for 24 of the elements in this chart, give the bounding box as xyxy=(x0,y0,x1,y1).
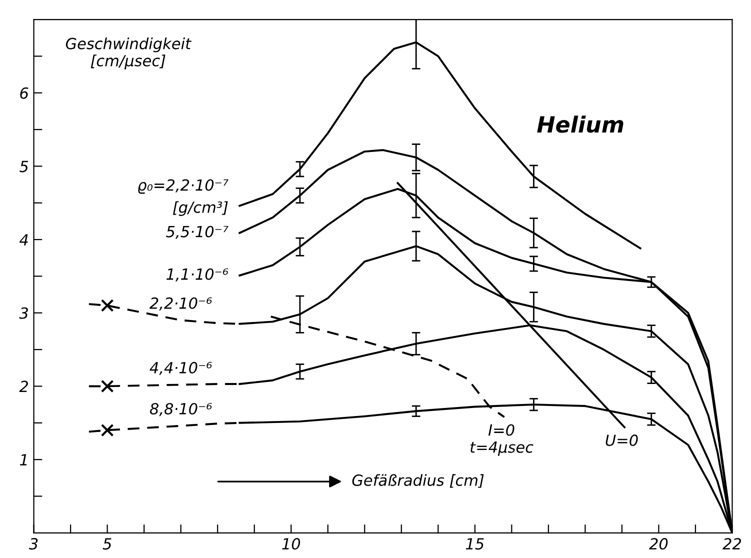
y-tick-label: 1 xyxy=(20,454,27,466)
y-tick-label: 4 xyxy=(19,234,28,246)
x-tick-label: 15 xyxy=(466,538,484,550)
series-label: 1,1·10⁻⁶ xyxy=(166,268,228,282)
series-label: I=0 t=4µsec xyxy=(470,424,534,456)
x-tick-label: 10 xyxy=(282,538,300,550)
y-tick-label: 2 xyxy=(19,380,28,392)
x-tick-label: 3 xyxy=(28,538,38,550)
annotation: [g/cm³] xyxy=(172,201,228,216)
text: Helium xyxy=(537,116,624,133)
x-tick-label: 5 xyxy=(102,538,112,550)
series-label: 5,5·10⁻⁷ xyxy=(166,226,228,239)
y-tick-label: 5 xyxy=(20,160,28,172)
y-axis-title: Geschwindigkeit [cm/µsec] xyxy=(66,38,192,70)
series-label: 4,4·10⁻⁶ xyxy=(150,362,212,376)
x-tick-label: 20 xyxy=(649,538,668,550)
series-label: 8,8·10⁻⁶ xyxy=(150,402,212,416)
y-tick-label: 3 xyxy=(19,307,28,319)
series-label: ϱ₀=2,2·10⁻⁷ xyxy=(138,179,228,194)
series-label: 2,2·10⁻⁶ xyxy=(150,297,212,310)
x-tick-label: 22 xyxy=(722,538,741,550)
y-tick-label: 6 xyxy=(20,87,28,99)
x-axis-title: Gefäßradius [cm] xyxy=(352,474,484,488)
series-label: U=0 xyxy=(606,434,638,446)
